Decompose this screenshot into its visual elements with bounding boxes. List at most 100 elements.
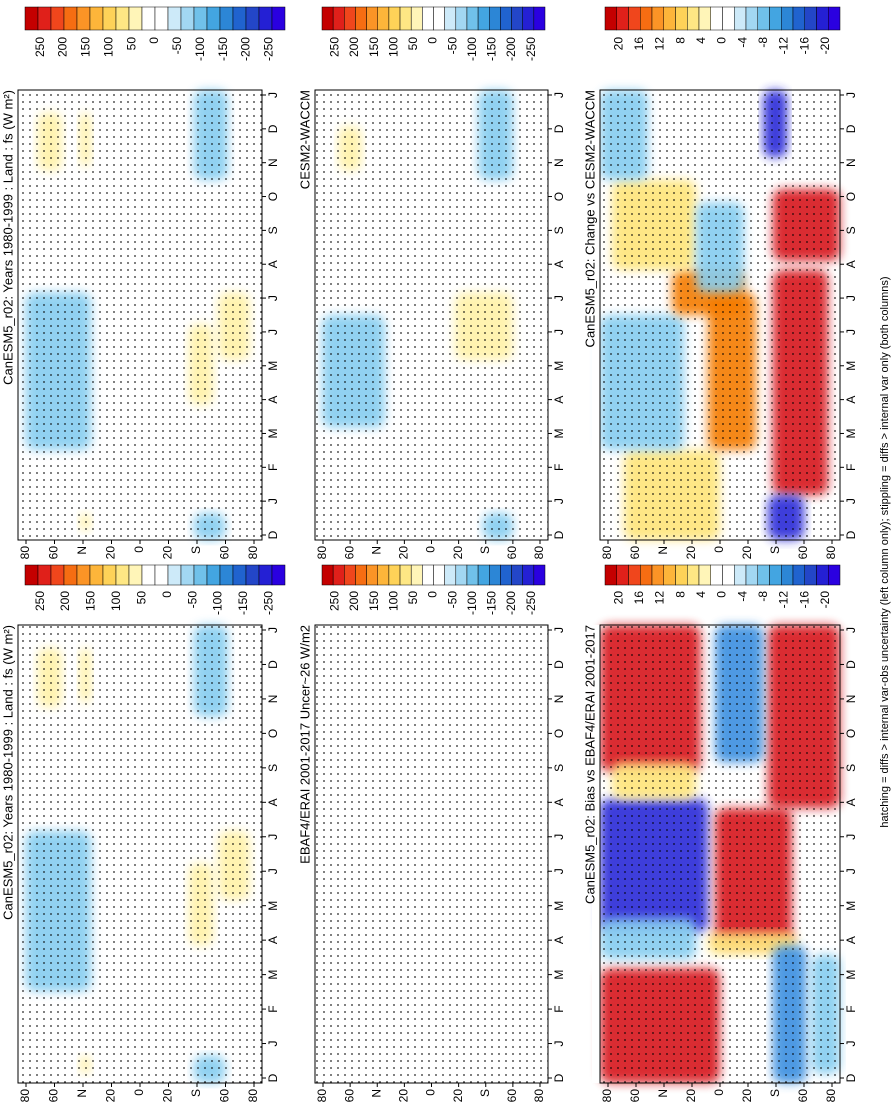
x-tick-label: J	[266, 498, 280, 504]
colorbar-box	[410, 564, 423, 586]
colorbar-box	[455, 564, 468, 586]
x-tick-label: J	[844, 868, 858, 874]
x-tick-label: D	[266, 530, 280, 539]
y-tick-label: S	[478, 1089, 492, 1097]
y-tick-label: 60	[47, 546, 61, 560]
colorbar-box	[804, 564, 817, 586]
x-tick-label: J	[552, 868, 566, 874]
colorbar-box	[816, 6, 829, 31]
colorbar-box	[651, 6, 664, 31]
colorbar-box	[180, 6, 195, 31]
colorbar-label: 8	[673, 37, 687, 44]
y-tick-label: 60	[628, 546, 642, 560]
colorbar-box	[102, 564, 117, 586]
colorbar-box	[50, 6, 65, 31]
colorbar-label: -150	[485, 591, 499, 615]
y-tick-label: N	[369, 1089, 383, 1098]
x-tick-label: A	[552, 396, 566, 404]
y-tick-label: 80	[600, 1089, 614, 1103]
x-tick-label: J	[844, 1041, 858, 1047]
colorbar-box	[399, 564, 412, 586]
colorbar-label: 0	[715, 37, 729, 44]
colorbar-label: -8	[756, 591, 770, 602]
colorbar-label: 200	[347, 591, 361, 611]
colorbar-box	[511, 6, 523, 31]
colorbar-box	[154, 6, 169, 31]
colorbar-box	[63, 564, 78, 586]
colorbar-label: 12	[653, 37, 667, 51]
x-tick-label: D	[552, 124, 566, 133]
colorbar-box	[24, 564, 39, 586]
y-tick-label: 80	[600, 546, 614, 560]
y-tick-label: 60	[218, 546, 232, 560]
colorbar-label: 50	[134, 591, 148, 605]
colorbar-label: -50	[170, 37, 184, 55]
colorbar-label: 150	[367, 37, 381, 57]
x-tick-label: D	[844, 660, 858, 669]
colorbar-box	[366, 564, 379, 586]
x-tick-label: A	[552, 798, 566, 806]
y-tick-label: 80	[315, 546, 329, 560]
x-tick-label: S	[552, 226, 566, 234]
x-tick-label: D	[552, 660, 566, 669]
colorbar-label: -250	[524, 591, 538, 615]
colorbar-box	[128, 6, 143, 31]
x-tick-label: N	[844, 158, 858, 167]
colorbar-box	[433, 564, 445, 586]
y-tick-label: 80	[532, 1089, 546, 1103]
colorbar-box	[604, 6, 617, 31]
y-tick-label: 80	[246, 1089, 260, 1103]
y-tick-label: 20	[740, 546, 754, 560]
colorbar-box	[422, 6, 434, 31]
colorbar-box	[489, 6, 501, 31]
colorbar-label: 150	[367, 591, 381, 611]
x-tick-label: N	[552, 695, 566, 704]
y-tick-label: N	[656, 1089, 670, 1098]
colorbar-label: 50	[124, 37, 138, 51]
stippling	[315, 90, 548, 540]
colorbar-label: -150	[485, 37, 499, 61]
colorbar-box	[522, 564, 535, 586]
x-tick-label: A	[844, 260, 858, 268]
colorbar-box	[271, 6, 286, 31]
y-tick-label: S	[768, 546, 782, 554]
x-tick-label: O	[266, 192, 280, 201]
colorbar-box	[628, 564, 641, 586]
colorbar-box	[154, 564, 169, 586]
colorbar-box	[745, 564, 758, 586]
plot-frame	[10, 625, 18, 1083]
colorbar-box	[89, 6, 104, 31]
x-tick-label: J	[844, 498, 858, 504]
colorbar-box	[115, 564, 130, 586]
x-tick-label: O	[552, 729, 566, 738]
stippling	[315, 625, 548, 1083]
x-tick-label: D	[552, 530, 566, 539]
y-tick-label: S	[189, 1089, 203, 1097]
colorbar-label: -50	[445, 591, 459, 609]
colorbar-box	[444, 564, 457, 586]
colorbar-box	[828, 564, 841, 586]
colorbar-box	[344, 6, 356, 31]
y-tick-label: 0	[424, 1089, 438, 1096]
colorbar-box	[355, 564, 367, 586]
x-tick-label: D	[844, 530, 858, 539]
colorbar-box	[722, 564, 735, 586]
colorbar-box	[651, 564, 664, 586]
x-tick-label: J	[552, 295, 566, 301]
y-tick-label: 20	[161, 546, 175, 560]
colorbar-box	[76, 564, 91, 586]
y-tick-label: 20	[161, 1089, 175, 1103]
y-tick-label: 20	[740, 1089, 754, 1103]
colorbar-box	[271, 564, 286, 586]
colorbar-label: -4	[735, 37, 749, 48]
x-tick-label: M	[844, 361, 858, 371]
colorbar-box	[128, 564, 143, 586]
x-tick-label: J	[266, 92, 280, 98]
panel-title: CanESM5_r02: Years 1980-1999 : Land : fs…	[0, 625, 15, 920]
x-tick-label: J	[552, 834, 566, 840]
x-tick-label: F	[266, 1005, 280, 1012]
y-tick-label: N	[75, 1089, 89, 1098]
stippling	[18, 90, 262, 540]
x-tick-label: J	[266, 329, 280, 335]
